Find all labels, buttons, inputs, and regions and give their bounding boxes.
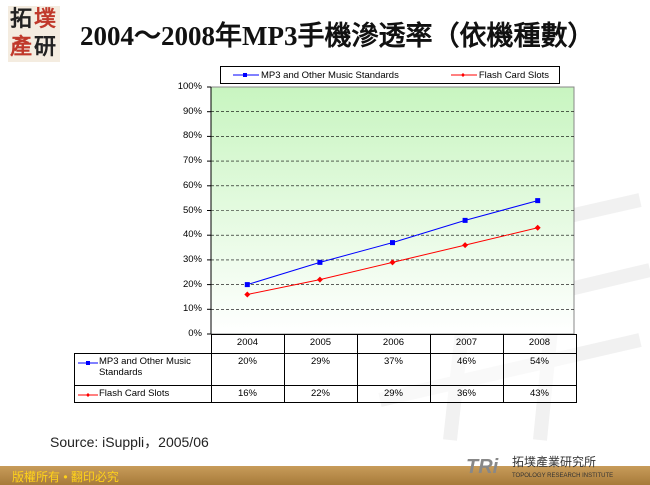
data-label: 20% — [210, 353, 285, 386]
logo-char: 研 — [34, 34, 57, 60]
page-title: 2004～2008年MP3手機滲透率（依機種數） — [80, 21, 595, 51]
data-point — [244, 291, 251, 298]
data-point — [317, 259, 323, 265]
logo: 拓墣產研 — [8, 6, 60, 62]
x-tick-label: 2008 — [502, 334, 577, 354]
y-tick-label: 50% — [182, 204, 202, 216]
y-tick-label: 40% — [182, 229, 202, 241]
x-tick-label: 2007 — [429, 334, 504, 354]
y-tick-label: 100% — [177, 81, 202, 92]
data-point — [389, 259, 396, 266]
y-tick-label: 60% — [182, 179, 202, 191]
chart-legend: MP3 and Other Music Standards Flash Card… — [220, 66, 560, 84]
x-tick-label: 2005 — [283, 334, 358, 354]
data-label: 29% — [283, 353, 358, 386]
y-tick-label: 90% — [182, 105, 202, 117]
tri-logo: TRi — [466, 456, 499, 478]
data-point — [534, 224, 541, 231]
logo-char: 墣 — [34, 6, 57, 32]
data-label: 43% — [502, 385, 577, 403]
data-point — [535, 198, 541, 204]
legend-label-mp3: MP3 and Other Music Standards — [261, 69, 399, 81]
data-point — [244, 282, 250, 288]
legend-label-flash: Flash Card Slots — [478, 69, 550, 81]
logo-char: 拓 — [10, 6, 33, 32]
tri-name: 拓墣產業研究所 — [512, 455, 597, 469]
data-label: 36% — [429, 385, 504, 403]
source-note: Source: iSuppli，2005/06 — [50, 434, 209, 450]
y-tick-label: 70% — [182, 155, 202, 167]
y-tick-label: 0% — [188, 328, 202, 339]
copyright-text: 版權所有 • 翻印必究 — [12, 470, 119, 484]
row-label-flash: Flash Card Slots — [74, 385, 212, 403]
y-tick-label: 30% — [182, 253, 202, 265]
data-point — [316, 276, 323, 283]
x-tick-label: 2006 — [356, 334, 431, 354]
legend-marker-flash — [450, 73, 477, 77]
data-point — [462, 217, 468, 223]
data-label: 46% — [429, 353, 504, 386]
y-tick-label: 10% — [182, 303, 202, 315]
data-point — [462, 242, 469, 249]
x-tick-label: 2004 — [210, 334, 285, 354]
y-tick-label: 80% — [182, 130, 202, 142]
row-label-mp3: MP3 and Other Music Standards — [74, 353, 212, 386]
data-label: 54% — [502, 353, 577, 386]
y-tick-label: 20% — [182, 278, 202, 290]
data-point — [390, 240, 395, 246]
data-label: 22% — [283, 385, 358, 403]
data-label: 16% — [210, 385, 285, 403]
tri-name-en: TOPOLOGY RESEARCH INSTITUTE — [512, 473, 614, 479]
logo-char: 產 — [10, 34, 33, 60]
data-label: 37% — [356, 353, 431, 386]
data-label: 29% — [356, 385, 431, 403]
footer-bar — [0, 466, 650, 485]
data-table: 2004 2005 2006 2007 2008 MP3 and Other M… — [74, 334, 577, 403]
legend-marker-mp3 — [233, 73, 259, 77]
